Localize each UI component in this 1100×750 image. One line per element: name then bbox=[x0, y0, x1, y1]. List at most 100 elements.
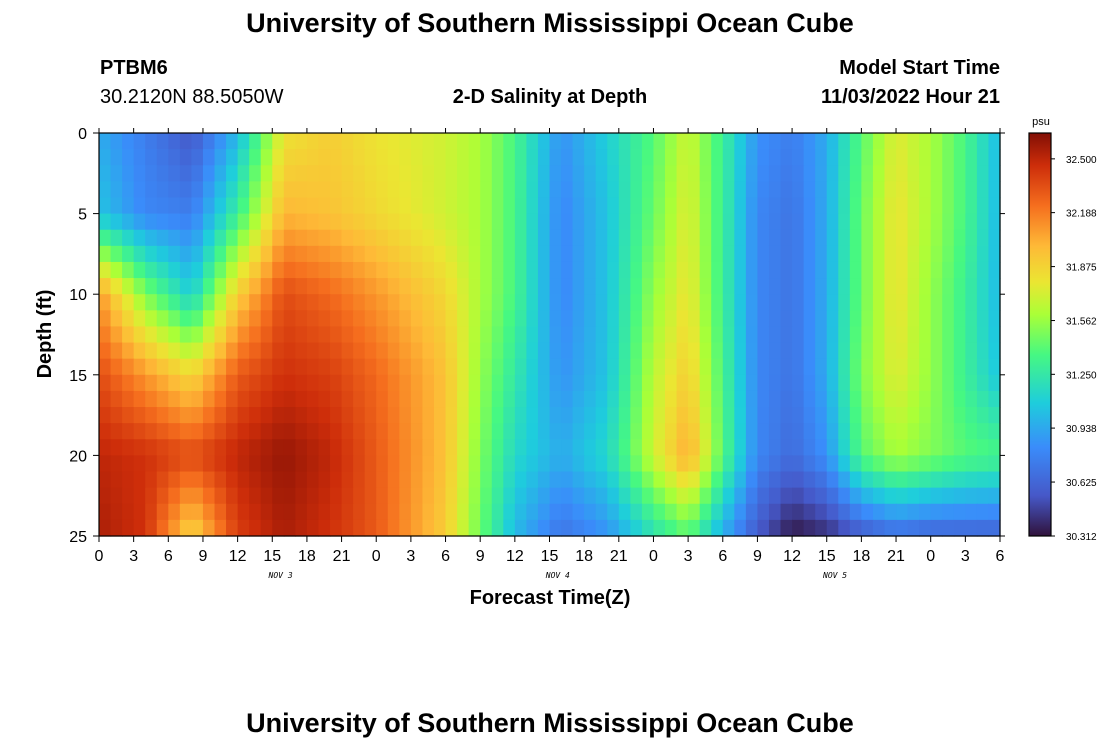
heatmap-cell bbox=[168, 390, 181, 408]
heatmap-cell bbox=[433, 278, 447, 295]
heatmap-cell bbox=[330, 455, 343, 473]
heatmap-cell bbox=[953, 519, 966, 537]
station-id: PTBM6 bbox=[100, 57, 168, 79]
heatmap-cell bbox=[872, 229, 886, 247]
heatmap-cell bbox=[433, 294, 447, 311]
heatmap-cell bbox=[745, 197, 759, 215]
heatmap-cell bbox=[953, 407, 966, 424]
heatmap-cell bbox=[584, 439, 597, 456]
heatmap-cell bbox=[676, 310, 689, 328]
heatmap-cell bbox=[549, 181, 562, 199]
heatmap-cell bbox=[919, 439, 932, 456]
heatmap-cell bbox=[988, 261, 1001, 279]
heatmap-cell bbox=[699, 294, 712, 311]
heatmap-cell bbox=[364, 245, 377, 263]
heatmap-cell bbox=[503, 487, 516, 505]
heatmap-cell bbox=[561, 471, 574, 489]
heatmap-cell bbox=[503, 245, 516, 263]
heatmap-cell bbox=[976, 133, 990, 150]
heatmap-cell bbox=[872, 342, 886, 360]
heatmap-cell bbox=[965, 310, 978, 328]
heatmap-cell bbox=[815, 245, 828, 263]
heatmap-cell bbox=[676, 342, 689, 360]
heatmap-cell bbox=[514, 181, 527, 199]
heatmap-cell bbox=[503, 390, 516, 408]
heatmap-cell bbox=[202, 294, 216, 311]
heatmap-cell bbox=[988, 439, 1001, 456]
heatmap-cell bbox=[306, 358, 320, 376]
heatmap-cell bbox=[745, 358, 759, 376]
heatmap-cell bbox=[526, 181, 539, 199]
heatmap-cell bbox=[179, 471, 193, 489]
heatmap-cell bbox=[306, 278, 320, 295]
heatmap-cell bbox=[214, 390, 227, 408]
heatmap-cell bbox=[468, 181, 481, 199]
heatmap-cell bbox=[99, 229, 112, 247]
heatmap-cell bbox=[768, 133, 782, 150]
heatmap-cell bbox=[722, 374, 735, 392]
heatmap-cell bbox=[988, 519, 1001, 537]
heatmap-cell bbox=[283, 326, 296, 344]
heatmap-cell bbox=[861, 278, 874, 295]
heatmap-cell bbox=[179, 213, 193, 231]
heatmap-cell bbox=[537, 342, 551, 360]
heatmap-cell bbox=[353, 423, 366, 440]
heatmap-cell bbox=[838, 423, 851, 440]
heatmap-cell bbox=[607, 197, 620, 215]
heatmap-cell bbox=[988, 326, 1001, 344]
heatmap-cell bbox=[641, 407, 655, 424]
heatmap-cell bbox=[942, 439, 955, 456]
heatmap-cell bbox=[872, 358, 886, 376]
heatmap-cell bbox=[99, 390, 112, 408]
heatmap-cell bbox=[376, 229, 389, 247]
heatmap-cell bbox=[330, 165, 343, 182]
heatmap-cell bbox=[942, 197, 955, 215]
heatmap-cell bbox=[503, 358, 516, 376]
heatmap-cell bbox=[364, 455, 377, 473]
heatmap-cell bbox=[838, 374, 851, 392]
heatmap-cell bbox=[699, 439, 712, 456]
heatmap-cell bbox=[526, 149, 539, 166]
heatmap-cell bbox=[272, 165, 285, 182]
heatmap-cell bbox=[433, 261, 447, 279]
heatmap-cell bbox=[988, 374, 1001, 392]
x-tick-label: 3 bbox=[129, 548, 138, 565]
heatmap-cell bbox=[491, 149, 504, 166]
heatmap-cell bbox=[792, 407, 805, 424]
heatmap-cell bbox=[226, 503, 239, 521]
heatmap-cell bbox=[826, 149, 839, 166]
heatmap-cell bbox=[792, 245, 805, 263]
heatmap-cell bbox=[249, 471, 262, 489]
heatmap-cell bbox=[595, 133, 608, 150]
heatmap-cell bbox=[110, 197, 123, 215]
heatmap-cell bbox=[976, 358, 990, 376]
heatmap-cell bbox=[919, 245, 932, 263]
heatmap-cell bbox=[688, 439, 701, 456]
heatmap-cell bbox=[618, 374, 631, 392]
heatmap-cell bbox=[618, 455, 631, 473]
heatmap-cell bbox=[122, 390, 135, 408]
heatmap-cell bbox=[433, 181, 447, 199]
heatmap-cell bbox=[410, 390, 424, 408]
heatmap-cell bbox=[815, 294, 828, 311]
heatmap-cell bbox=[549, 439, 562, 456]
heatmap-cell bbox=[907, 165, 920, 182]
heatmap-cell bbox=[849, 519, 862, 537]
heatmap-cell bbox=[641, 326, 655, 344]
heatmap-cell bbox=[618, 165, 631, 182]
heatmap-cell bbox=[872, 407, 886, 424]
heatmap-cell bbox=[364, 439, 377, 456]
heatmap-cell bbox=[630, 407, 643, 424]
x-tick-label: 12 bbox=[783, 548, 801, 565]
heatmap-cell bbox=[191, 423, 204, 440]
heatmap-cell bbox=[734, 407, 747, 424]
heatmap-cell bbox=[630, 261, 643, 279]
heatmap-cell bbox=[607, 294, 620, 311]
heatmap-cell bbox=[734, 455, 747, 473]
heatmap-cell bbox=[896, 471, 909, 489]
heatmap-cell bbox=[919, 310, 932, 328]
heatmap-cell bbox=[930, 374, 943, 392]
heatmap-cell bbox=[318, 487, 331, 505]
heatmap-cell bbox=[584, 165, 597, 182]
heatmap-cell bbox=[433, 407, 447, 424]
